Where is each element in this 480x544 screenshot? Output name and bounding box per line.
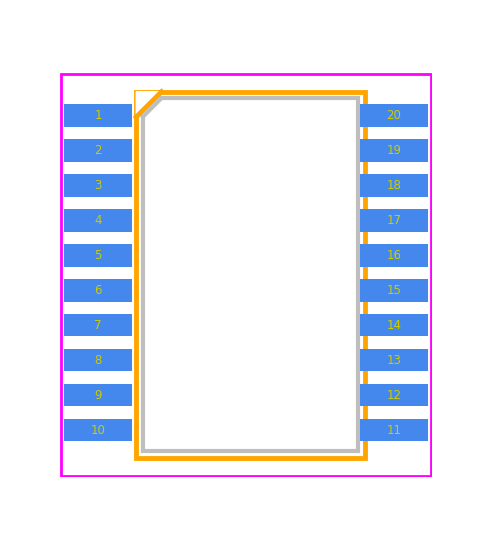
Text: 6: 6 [94,284,102,297]
Text: 2: 2 [94,144,102,157]
Text: 13: 13 [386,354,401,367]
Text: 7: 7 [94,319,102,332]
Text: 15: 15 [386,284,401,297]
Text: 9: 9 [94,389,102,402]
Bar [63,279,132,301]
Text: 8: 8 [94,354,102,367]
Text: 17: 17 [386,214,402,227]
Bar [63,139,132,162]
Text: 11: 11 [386,424,402,437]
Text: 3: 3 [94,179,102,192]
Bar [360,209,429,232]
Bar [360,314,429,337]
Bar [63,314,132,337]
Bar [136,92,365,458]
Text: 20: 20 [386,109,401,122]
Bar [143,98,359,451]
Text: 10: 10 [91,424,106,437]
Bar [63,174,132,196]
Bar [63,104,132,127]
Bar [63,209,132,232]
Bar [63,349,132,372]
Text: 5: 5 [94,249,102,262]
Bar [360,244,429,267]
Bar [360,419,429,441]
Text: 4: 4 [94,214,102,227]
Bar [63,244,132,267]
Text: 14: 14 [386,319,402,332]
Polygon shape [143,98,161,116]
Bar [360,174,429,196]
Bar [360,279,429,301]
Text: 12: 12 [386,389,402,402]
Bar [63,419,132,441]
Polygon shape [136,92,162,117]
Text: 19: 19 [386,144,402,157]
Bar [360,384,429,406]
Bar [360,104,429,127]
Bar [63,384,132,406]
Text: 18: 18 [386,179,401,192]
Bar [360,349,429,372]
Bar [360,139,429,162]
Text: 16: 16 [386,249,402,262]
Text: 1: 1 [94,109,102,122]
